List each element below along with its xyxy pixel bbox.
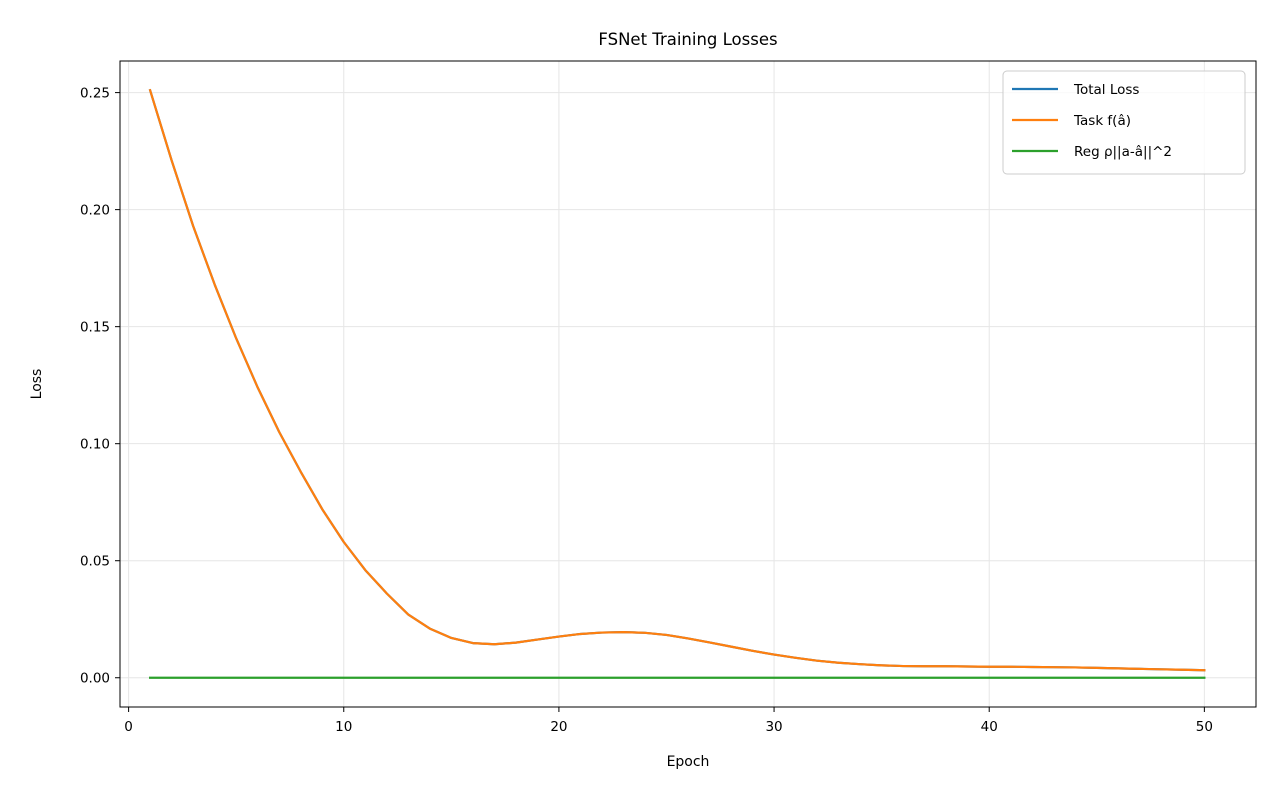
x-tick-label: 50 — [1196, 719, 1213, 735]
y-tick-label: 0.00 — [80, 671, 110, 687]
legend-label-0: Total Loss — [1073, 82, 1139, 98]
series-lines — [148, 88, 1206, 679]
y-axis-label: Loss — [29, 369, 45, 400]
x-tick-label: 40 — [981, 719, 998, 735]
legend-box — [1002, 70, 1246, 175]
x-tick-label: 10 — [335, 719, 352, 735]
chart-title: FSNet Training Losses — [598, 30, 777, 49]
y-tick-label: 0.15 — [80, 320, 110, 336]
series-line-1 — [148, 88, 1206, 672]
legend: Total Loss Task f(â) Reg ρ||a-â||^2 — [1002, 70, 1246, 175]
y-axis-ticks: 0.00 0.05 0.10 0.15 0.20 0.25 — [80, 86, 120, 687]
x-axis-ticks: 0 10 20 30 40 50 — [124, 707, 1213, 735]
legend-label-1: Task f(â) — [1073, 113, 1131, 129]
x-tick-label: 20 — [550, 719, 567, 735]
legend-label-2: Reg ρ||a-â||^2 — [1074, 144, 1172, 160]
plot-frame — [119, 60, 1257, 708]
x-tick-label: 0 — [124, 719, 133, 735]
y-tick-label: 0.25 — [80, 86, 110, 102]
x-axis-label: Epoch — [667, 754, 710, 770]
y-tick-label: 0.05 — [80, 554, 110, 570]
x-tick-label: 30 — [765, 719, 782, 735]
y-tick-label: 0.10 — [80, 437, 110, 453]
y-tick-label: 0.20 — [80, 203, 110, 219]
